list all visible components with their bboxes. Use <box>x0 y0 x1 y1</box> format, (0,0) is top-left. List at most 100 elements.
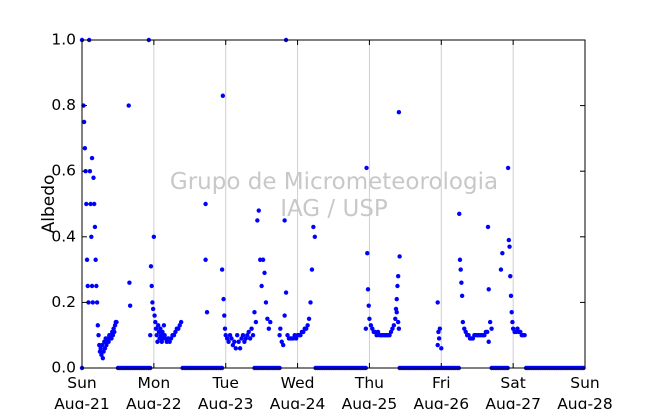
data-point-400 <box>522 333 527 338</box>
data-point-263 <box>230 342 236 348</box>
data-point-243 <box>171 333 177 338</box>
data-point-231 <box>158 333 164 338</box>
data-point-390 <box>509 310 514 315</box>
data-point-289 <box>268 319 273 325</box>
data-point-218 <box>149 283 154 289</box>
data-point-280 <box>255 218 260 223</box>
data-point-384 <box>486 339 491 344</box>
data-point-211 <box>114 319 119 325</box>
data-point-342 <box>393 306 399 312</box>
data-point-244 <box>173 329 178 335</box>
xtick-date-label-1: Aug-22 <box>126 395 182 409</box>
data-point-290 <box>277 333 282 338</box>
data-point-248 <box>178 319 184 325</box>
data-point-382 <box>487 319 493 325</box>
data-point-189 <box>98 346 103 351</box>
data-point-250 <box>204 310 210 315</box>
data-point-284 <box>260 257 266 262</box>
data-point-246 <box>176 326 181 331</box>
data-point-186 <box>96 333 101 338</box>
data-point-315 <box>312 234 318 239</box>
data-point-214 <box>127 303 133 308</box>
data-point-182 <box>93 257 98 262</box>
data-point-392 <box>510 326 516 331</box>
data-point-350 <box>396 326 402 331</box>
data-point-224 <box>153 326 159 331</box>
data-point-395 <box>515 326 520 331</box>
data-point-338 <box>388 329 394 335</box>
data-point-279 <box>253 319 259 325</box>
data-point-258 <box>223 333 228 338</box>
data-point-369 <box>470 336 476 341</box>
data-point-223 <box>153 319 158 325</box>
data-point-178 <box>90 300 95 305</box>
data-point-215 <box>89 155 95 161</box>
data-point-291 <box>278 326 283 331</box>
data-point-286 <box>263 300 269 305</box>
data-point-193 <box>101 349 106 354</box>
data-point-270 <box>240 333 246 338</box>
data-point-357 <box>457 211 462 217</box>
data-point-230 <box>158 326 163 331</box>
data-point-314 <box>311 224 316 230</box>
data-point-311 <box>306 316 312 321</box>
data-point-249 <box>203 257 208 262</box>
data-point-388 <box>508 273 513 279</box>
data-point-283 <box>259 283 264 289</box>
data-point-190 <box>99 352 104 358</box>
data-point-359 <box>458 267 463 272</box>
plot-frame <box>81 39 586 369</box>
data-point-386 <box>506 237 512 243</box>
data-point-259 <box>224 336 230 341</box>
data-point-322 <box>366 303 371 308</box>
data-point-277 <box>250 333 256 338</box>
data-point-268 <box>237 346 243 351</box>
data-point-351 <box>435 342 440 348</box>
data-point-296 <box>285 333 290 338</box>
ytick-label-0: 0.0 <box>51 359 76 377</box>
data-point-195 <box>102 346 108 351</box>
data-point-262 <box>229 336 234 341</box>
data-point-174 <box>87 169 93 174</box>
data-point-343 <box>394 296 399 302</box>
data-point-288 <box>266 326 272 331</box>
data-point-401 <box>500 251 505 256</box>
data-point-385 <box>505 165 511 171</box>
data-point-305 <box>298 333 303 338</box>
data-point-363 <box>462 326 467 331</box>
data-point-257 <box>222 326 228 331</box>
data-point-348 <box>394 310 399 315</box>
xtick-date-label-0: Aug-21 <box>54 395 110 409</box>
data-point-313 <box>309 267 315 272</box>
xtick-date-label-6: Aug-27 <box>485 395 541 409</box>
data-point-181 <box>92 224 98 230</box>
x-axis-ticks: Sun Aug-21 Mon Aug-22 Tue Aug-23 Wed Aug-24 Thu A… <box>54 40 613 409</box>
data-point-228 <box>156 329 162 335</box>
data-point-227 <box>155 323 161 328</box>
data-point-346 <box>396 109 402 115</box>
data-point-360 <box>459 280 464 285</box>
ytick-label-5: 1.0 <box>51 31 76 49</box>
data-point-309 <box>303 326 309 331</box>
data-point-212 <box>126 103 131 108</box>
vertical-gridlines <box>153 40 514 368</box>
xtick-day-label-1: Mon <box>138 374 171 392</box>
data-point-171 <box>85 283 90 289</box>
data-point-192 <box>100 355 106 361</box>
data-point-302 <box>293 336 299 341</box>
data-point-274 <box>246 329 251 335</box>
xtick-day-label-0: Sun <box>67 374 97 392</box>
data-point-188 <box>97 349 103 354</box>
data-point-261 <box>227 333 233 338</box>
data-point-324 <box>368 323 374 328</box>
data-point-380 <box>485 224 491 230</box>
xtick-date-label-2: Aug-23 <box>198 395 254 409</box>
data-point-265 <box>233 346 238 351</box>
watermark-line-2: IAG / USP <box>280 196 388 222</box>
data-point-358 <box>457 257 463 262</box>
data-point-354 <box>437 326 443 331</box>
data-point-269 <box>239 336 244 341</box>
data-point-267 <box>236 339 241 344</box>
data-point-377 <box>482 333 487 338</box>
data-point-208 <box>112 329 117 335</box>
